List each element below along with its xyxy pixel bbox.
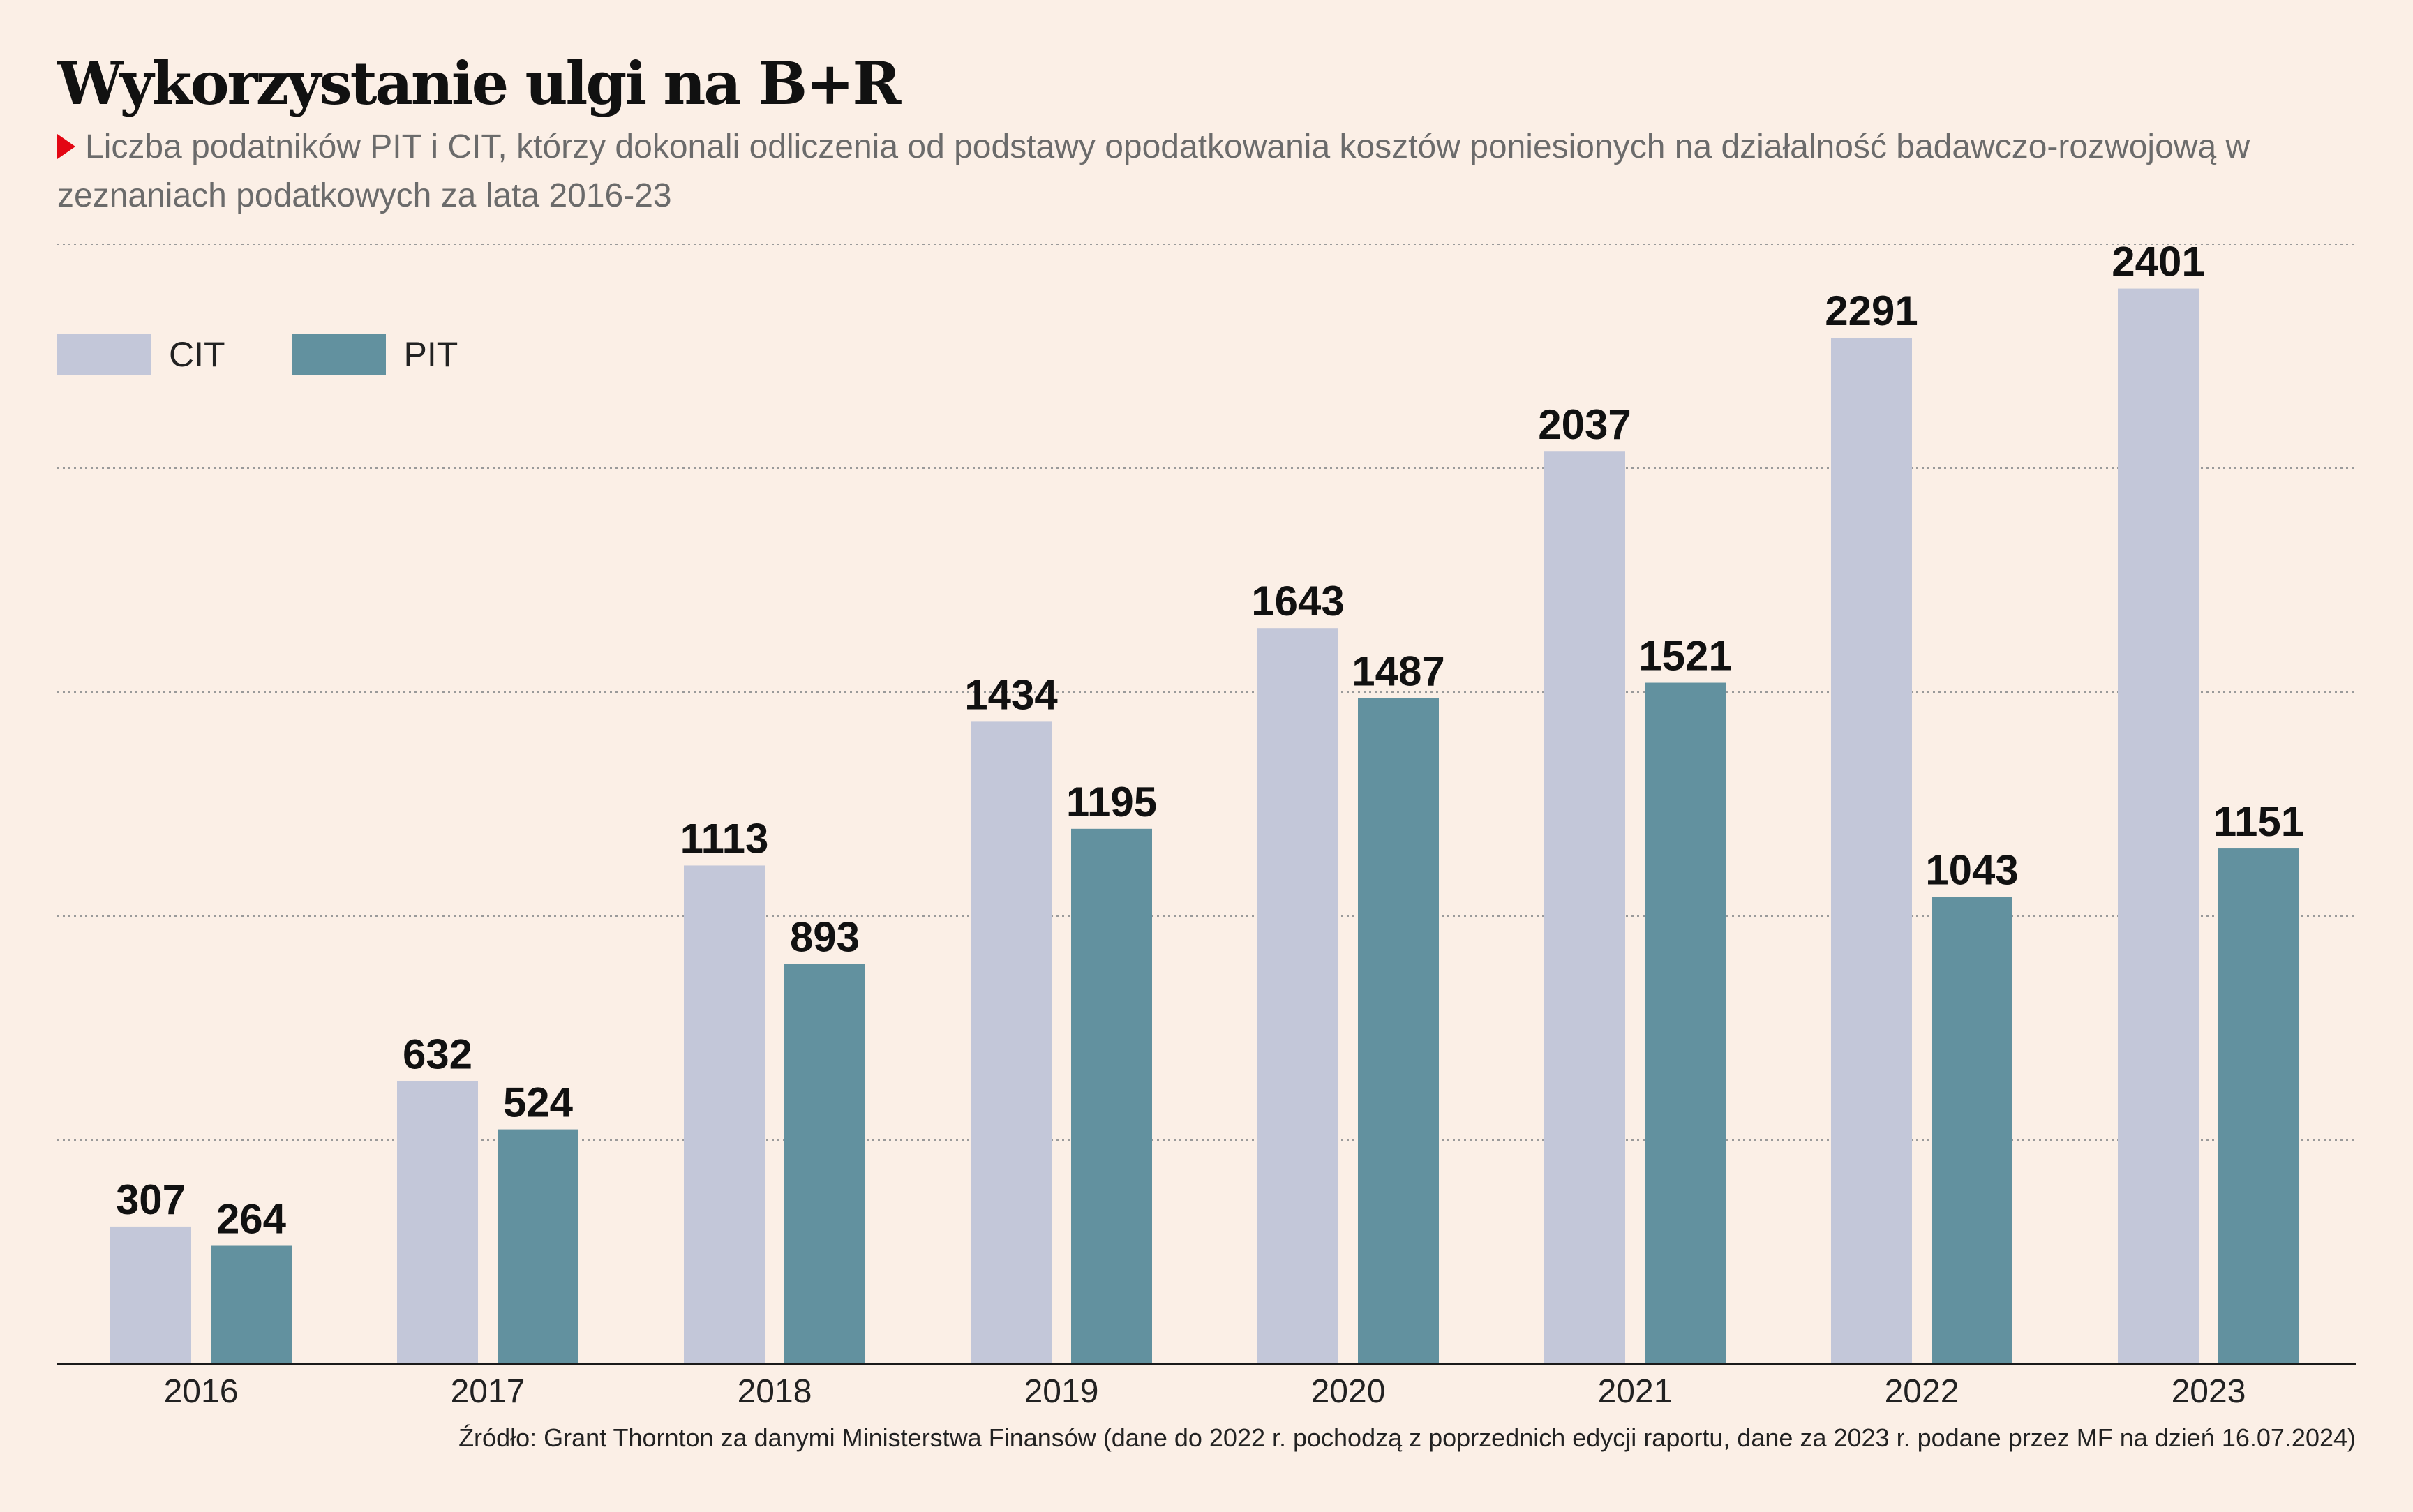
data-label-pit-2018: 893 <box>790 914 860 961</box>
data-label-pit-2022: 1043 <box>1925 846 2018 893</box>
legend-item-cit: CIT <box>57 334 225 375</box>
data-label-cit-2023: 2401 <box>2112 239 2204 285</box>
x-tick-label-2018: 2018 <box>738 1373 812 1410</box>
x-tick-label-2023: 2023 <box>2172 1373 2246 1410</box>
bar-cit-2022 <box>1831 338 1912 1365</box>
data-label-cit-2016: 307 <box>116 1176 186 1223</box>
data-label-cit-2022: 2291 <box>1825 287 1918 334</box>
data-label-cit-2020: 1643 <box>1251 578 1344 624</box>
legend-swatch-cit <box>57 334 151 375</box>
bar-pit-2020 <box>1358 698 1439 1364</box>
x-tick-label-2016: 2016 <box>164 1373 239 1410</box>
chart-subtitle: Liczba podatników PIT i CIT, którzy doko… <box>57 123 2332 220</box>
data-label-pit-2020: 1487 <box>1352 648 1444 694</box>
chart-title: Wykorzystanie ulgi na B+R <box>57 49 901 118</box>
data-label-pit-2021: 1521 <box>1638 633 1731 680</box>
bar-cit-2017 <box>397 1081 478 1364</box>
red-triangle-icon <box>57 134 75 159</box>
x-tick-label-2022: 2022 <box>1885 1373 1959 1410</box>
data-label-pit-2017: 524 <box>503 1079 574 1126</box>
bar-cit-2018 <box>684 865 765 1364</box>
data-label-cit-2018: 1113 <box>680 815 769 862</box>
data-label-cit-2021: 2037 <box>1538 401 1631 448</box>
x-tick-label-2021: 2021 <box>1598 1373 1673 1410</box>
bar-pit-2023 <box>2218 848 2299 1364</box>
bar-pit-2017 <box>498 1129 578 1364</box>
bar-pit-2019 <box>1071 828 1152 1364</box>
data-label-cit-2017: 632 <box>403 1031 472 1077</box>
legend-label-pit: PIT <box>403 335 458 374</box>
data-label-cit-2019: 1434 <box>964 671 1058 718</box>
bar-cit-2021 <box>1544 451 1625 1364</box>
bar-pit-2018 <box>784 964 865 1364</box>
bar-cit-2016 <box>110 1226 191 1364</box>
x-tick-label-2020: 2020 <box>1311 1373 1386 1410</box>
data-label-pit-2016: 264 <box>216 1196 287 1243</box>
bar-cit-2019 <box>971 721 1052 1364</box>
source-note: Źródło: Grant Thornton za danymi Ministe… <box>458 1423 2356 1452</box>
bar-cit-2023 <box>2118 288 2199 1365</box>
legend-label-cit: CIT <box>169 335 225 374</box>
bar-pit-2022 <box>1932 897 2012 1364</box>
data-label-pit-2023: 1151 <box>2213 798 2304 845</box>
legend-swatch-pit <box>292 334 386 375</box>
legend-item-pit: PIT <box>292 334 458 375</box>
bar-pit-2021 <box>1645 682 1726 1364</box>
bar-cit-2020 <box>1257 628 1338 1364</box>
bar-pit-2016 <box>211 1245 292 1364</box>
x-tick-label-2019: 2019 <box>1024 1373 1099 1410</box>
legend: CIT PIT <box>57 334 525 375</box>
x-tick-label-2017: 2017 <box>451 1373 525 1410</box>
subtitle-text: Liczba podatników PIT i CIT, którzy doko… <box>57 128 2250 214</box>
data-label-pit-2019: 1195 <box>1066 779 1157 825</box>
